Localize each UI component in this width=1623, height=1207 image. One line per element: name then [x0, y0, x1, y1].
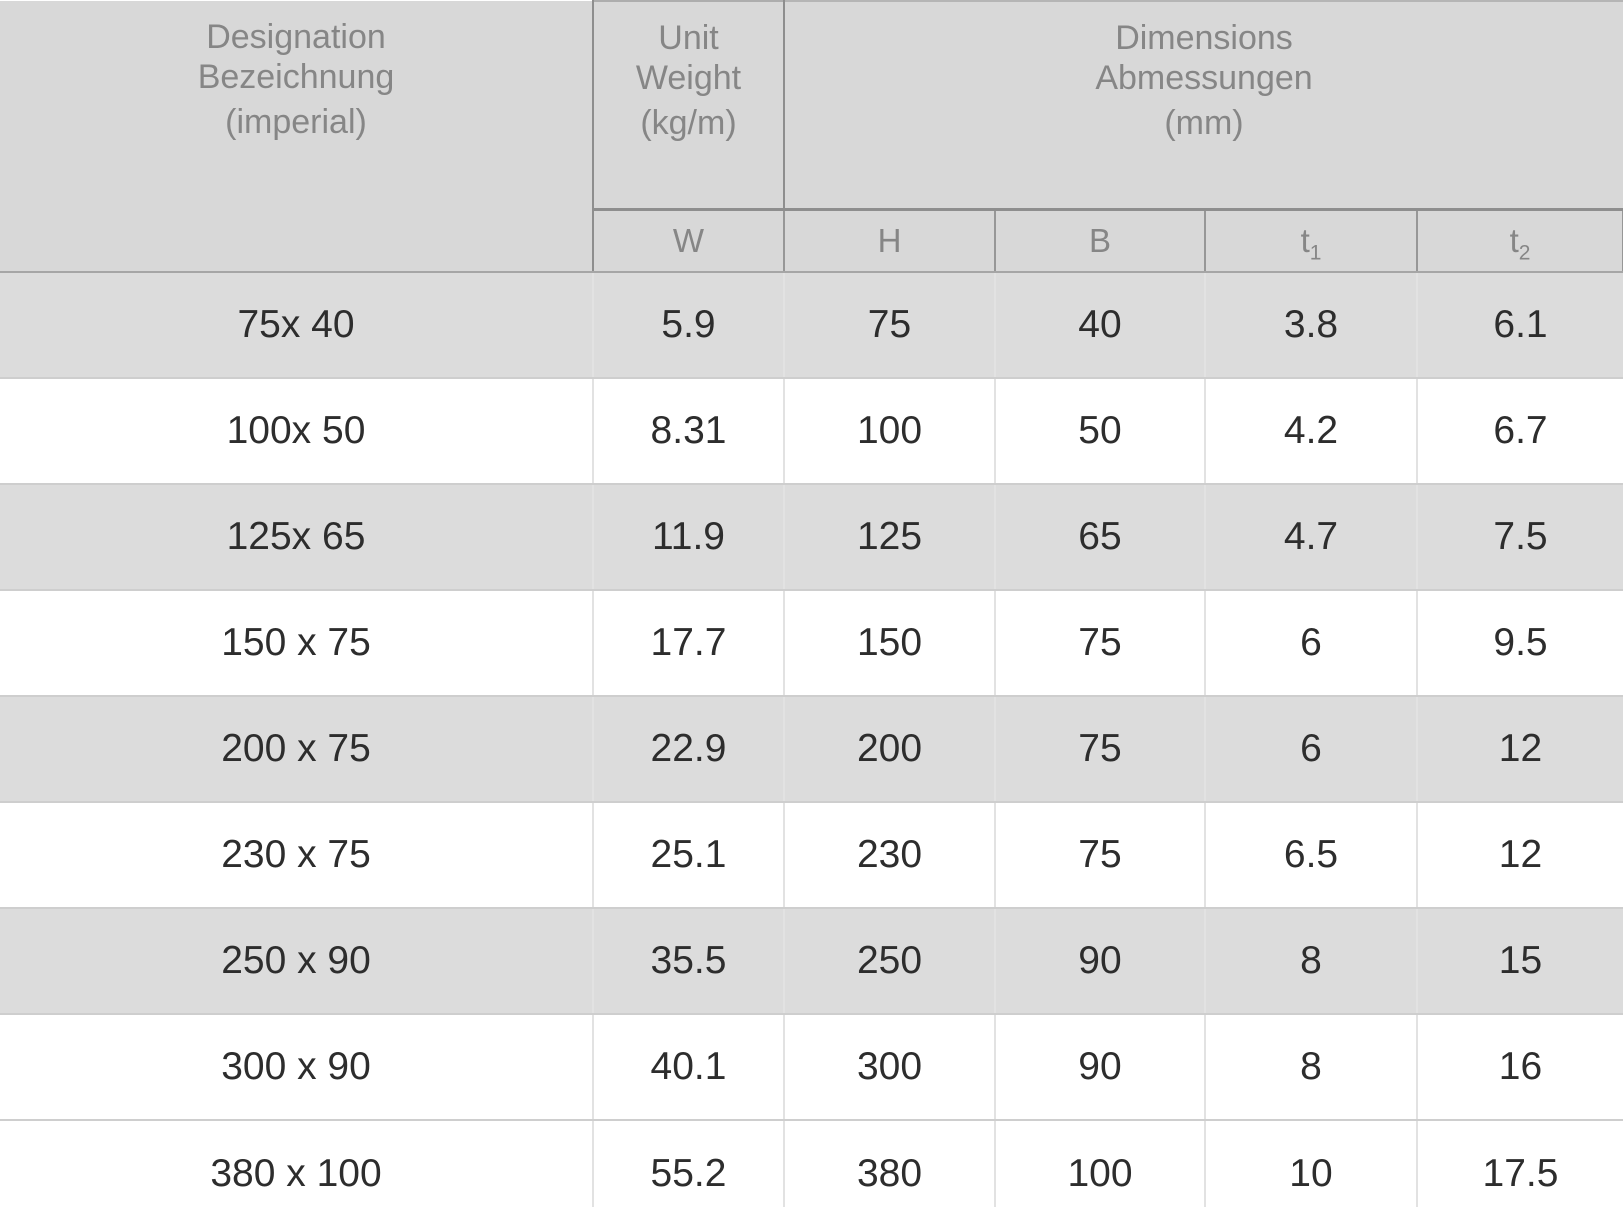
unit-weight-cell: 17.7 — [593, 590, 785, 697]
header-unit-weight-line-unit: (kg/m) — [640, 104, 737, 142]
t2-cell: 17.5 — [1417, 1120, 1623, 1207]
table-row: 125x 65 11.9 125 65 4.7 7.5 — [0, 484, 1623, 591]
designation-cell: 300 x 90 — [0, 1014, 594, 1121]
designation-cell: 230 x 75 — [0, 802, 594, 909]
t2-cell: 6.7 — [1417, 378, 1623, 485]
height-cell: 300 — [784, 1014, 996, 1121]
designation-cell: 150 x 75 — [0, 590, 594, 697]
width-cell: 75 — [995, 802, 1206, 909]
header-unit-weight-line2: Weight — [635, 59, 742, 97]
t1-cell: 4.7 — [1205, 484, 1418, 591]
height-cell: 75 — [784, 272, 996, 379]
height-cell: 150 — [784, 590, 996, 697]
header-row-main: Designation Bezeichnung (imperial) Unit … — [0, 0, 1623, 273]
t2-cell: 9.5 — [1417, 590, 1623, 697]
table-header: Designation Bezeichnung (imperial) Unit … — [0, 0, 1623, 273]
table-row: 250 x 90 35.5 250 90 8 15 — [0, 908, 1623, 1015]
width-cell: 50 — [995, 378, 1206, 485]
subheader-w: W — [593, 209, 785, 273]
unit-weight-cell: 8.31 — [593, 378, 785, 485]
width-cell: 75 — [995, 696, 1206, 803]
table-row: 230 x 75 25.1 230 75 6.5 12 — [0, 802, 1623, 909]
t2-cell: 16 — [1417, 1014, 1623, 1121]
designation-cell: 75x 40 — [0, 272, 594, 379]
header-dimensions: Dimensions Abmessungen (mm) — [784, 0, 1623, 211]
height-cell: 125 — [784, 484, 996, 591]
designation-cell: 200 x 75 — [0, 696, 594, 803]
designation-cell: 100x 50 — [0, 378, 594, 485]
unit-weight-cell: 5.9 — [593, 272, 785, 379]
height-cell: 230 — [784, 802, 996, 909]
t2-cell: 12 — [1417, 802, 1623, 909]
table-row: 200 x 75 22.9 200 75 6 12 — [0, 696, 1623, 803]
t1-cell: 6 — [1205, 696, 1418, 803]
header-dimensions-line-en: Dimensions — [1115, 19, 1293, 57]
width-cell: 75 — [995, 590, 1206, 697]
t1-cell: 6.5 — [1205, 802, 1418, 909]
header-designation-line-de: Bezeichnung — [197, 58, 395, 96]
width-cell: 90 — [995, 1014, 1206, 1121]
t1-cell: 3.8 — [1205, 272, 1418, 379]
t2-cell: 6.1 — [1417, 272, 1623, 379]
table-row: 380 x 100 55.2 380 100 10 17.5 — [0, 1120, 1623, 1207]
width-cell: 65 — [995, 484, 1206, 591]
unit-weight-cell: 35.5 — [593, 908, 785, 1015]
table-row: 300 x 90 40.1 300 90 8 16 — [0, 1014, 1623, 1121]
subheader-t2: t2 — [1417, 209, 1623, 273]
t2-cell: 15 — [1417, 908, 1623, 1015]
table-row: 75x 40 5.9 75 40 3.8 6.1 — [0, 272, 1623, 379]
height-cell: 200 — [784, 696, 996, 803]
header-designation-line-unit: (imperial) — [225, 103, 367, 141]
t1-cell: 8 — [1205, 1014, 1418, 1121]
designation-cell: 125x 65 — [0, 484, 594, 591]
unit-weight-cell: 25.1 — [593, 802, 785, 909]
table-body: 75x 40 5.9 75 40 3.8 6.1 100x 50 8.31 10… — [0, 272, 1623, 1207]
unit-weight-cell: 22.9 — [593, 696, 785, 803]
t2-cell: 7.5 — [1417, 484, 1623, 591]
subheader-t1: t1 — [1205, 209, 1418, 273]
width-cell: 40 — [995, 272, 1206, 379]
t1-cell: 6 — [1205, 590, 1418, 697]
designation-cell: 380 x 100 — [0, 1120, 594, 1207]
width-cell: 100 — [995, 1120, 1206, 1207]
header-designation-line-en: Designation — [206, 18, 386, 56]
table-row: 100x 50 8.31 100 50 4.2 6.7 — [0, 378, 1623, 485]
header-unit-weight-line1: Unit — [658, 19, 719, 57]
unit-weight-cell: 40.1 — [593, 1014, 785, 1121]
height-cell: 100 — [784, 378, 996, 485]
header-designation: Designation Bezeichnung (imperial) — [0, 1, 594, 273]
header-dimensions-line-unit: (mm) — [1164, 104, 1244, 142]
table-row: 150 x 75 17.7 150 75 6 9.5 — [0, 590, 1623, 697]
subheader-h: H — [784, 209, 996, 273]
subheader-b: B — [995, 209, 1206, 273]
width-cell: 90 — [995, 908, 1206, 1015]
t1-cell: 10 — [1205, 1120, 1418, 1207]
header-row-sub: W H B t1 t2 — [0, 209, 1623, 273]
t1-cell: 8 — [1205, 908, 1418, 1015]
header-unit-weight: Unit Weight (kg/m) — [592, 0, 785, 211]
height-cell: 250 — [784, 908, 996, 1015]
header-dimensions-line-de: Abmessungen — [1095, 59, 1313, 97]
t1-cell: 4.2 — [1205, 378, 1418, 485]
unit-weight-cell: 55.2 — [593, 1120, 785, 1207]
designation-cell: 250 x 90 — [0, 908, 594, 1015]
height-cell: 380 — [784, 1120, 996, 1207]
t2-cell: 12 — [1417, 696, 1623, 803]
unit-weight-cell: 11.9 — [593, 484, 785, 591]
